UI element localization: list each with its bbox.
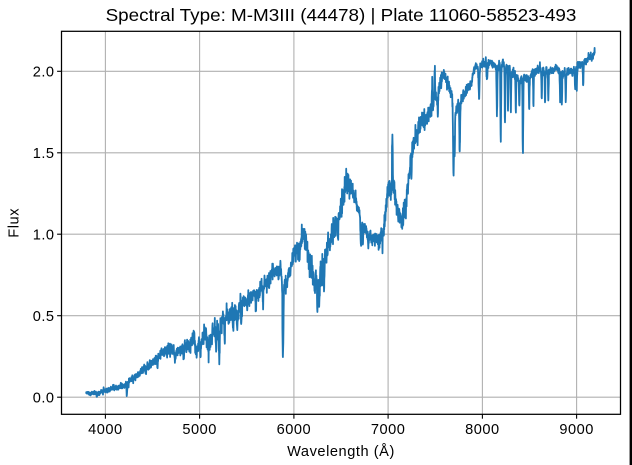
svg-text:9000: 9000 bbox=[559, 422, 593, 438]
svg-text:1.5: 1.5 bbox=[33, 146, 55, 162]
svg-text:2.0: 2.0 bbox=[33, 64, 55, 80]
svg-text:Wavelength (Å): Wavelength (Å) bbox=[287, 443, 395, 460]
svg-text:0.0: 0.0 bbox=[33, 390, 55, 406]
svg-text:0.5: 0.5 bbox=[33, 309, 55, 325]
svg-text:4000: 4000 bbox=[88, 422, 122, 438]
svg-text:6000: 6000 bbox=[277, 422, 311, 438]
svg-text:8000: 8000 bbox=[465, 422, 499, 438]
svg-text:7000: 7000 bbox=[371, 422, 405, 438]
svg-text:1.0: 1.0 bbox=[33, 227, 55, 243]
svg-text:5000: 5000 bbox=[182, 422, 216, 438]
svg-text:Flux: Flux bbox=[7, 208, 23, 238]
svg-text:Spectral Type: M-M3III (44478): Spectral Type: M-M3III (44478) | Plate 1… bbox=[106, 5, 577, 24]
